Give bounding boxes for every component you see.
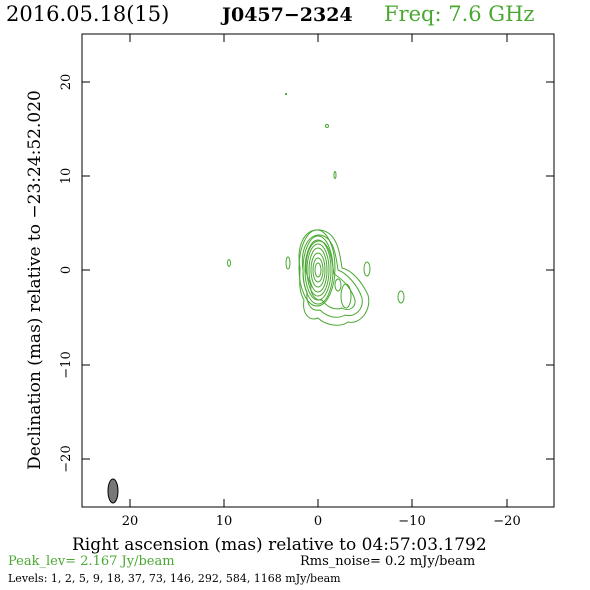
- x-ticks: [129, 34, 508, 507]
- y-tick-label: −10: [59, 351, 74, 378]
- x-tick-label: 20: [122, 514, 139, 529]
- y-axis-label: Declination (mas) relative to −23:24:52.…: [25, 90, 45, 470]
- x-tick-label: −10: [398, 514, 425, 529]
- frequency-label: Freq: 7.6 GHz: [384, 2, 535, 26]
- y-tick-label: 20: [59, 74, 74, 91]
- rms-noise: Rms_noise= 0.2 mJy/beam: [300, 554, 476, 569]
- y-tick-label: −20: [59, 445, 74, 472]
- x-axis-label: Right ascension (mas) relative to 04:57:…: [72, 535, 487, 555]
- x-tick-label: 10: [216, 514, 233, 529]
- source-contours: [227, 92, 405, 326]
- y-tick-label: 0: [59, 266, 74, 274]
- y-ticks: [82, 81, 554, 460]
- beam-ellipse: [107, 478, 119, 504]
- peak-level: Peak_lev= 2.167 Jy/beam: [8, 554, 175, 569]
- contour-levels: Levels: 1, 2, 5, 9, 18, 37, 73, 146, 292…: [8, 572, 341, 585]
- y-tick-label: 10: [59, 168, 74, 185]
- plot-frame: [81, 33, 555, 508]
- x-tick-label: −20: [493, 514, 520, 529]
- observation-date: 2016.05.18(15): [6, 2, 170, 26]
- source-name: J0457−2324: [222, 4, 353, 26]
- x-tick-label: 0: [314, 514, 322, 529]
